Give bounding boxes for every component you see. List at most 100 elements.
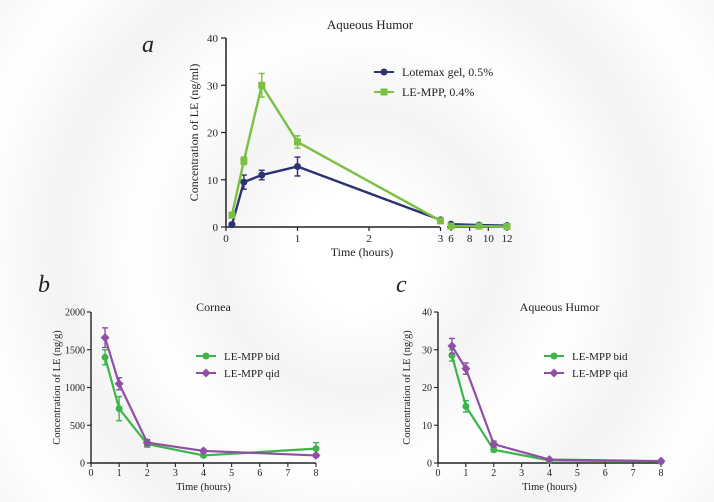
x-tick-label: 8 <box>467 233 473 245</box>
x-tick-label: 5 <box>575 468 580 479</box>
x-tick-label: 6 <box>603 468 608 479</box>
data-point <box>312 445 320 453</box>
x-tick-label: 10 <box>483 233 495 245</box>
data-point <box>101 353 109 361</box>
data-point <box>461 364 471 374</box>
x-tick-label: 7 <box>285 468 290 479</box>
x-tick-label: 3 <box>173 468 178 479</box>
x-tick-label: 1 <box>295 233 301 245</box>
data-point <box>199 446 208 456</box>
x-tick-label: 2 <box>491 468 496 479</box>
legend-swatch-marker <box>550 352 558 360</box>
y-tick-label: 10 <box>422 421 432 432</box>
legend-entry: LE-MPP, 0.4% <box>374 85 474 99</box>
x-tick-label: 5 <box>229 468 234 479</box>
x-tick-label: 4 <box>201 468 206 479</box>
y-axis-label: Concentration of LE (ng/ml) <box>187 64 201 202</box>
y-axis-label: Concentration of LE (ng/g) <box>402 330 413 445</box>
legend-entry: LE-MPP qid <box>196 368 280 380</box>
data-point <box>656 456 666 466</box>
legend-label: Lotemax gel, 0.5% <box>402 65 493 79</box>
data-point <box>142 438 152 448</box>
y-tick-label: 20 <box>422 383 432 394</box>
y-tick-label: 2000 <box>65 308 85 319</box>
series-line <box>451 345 662 463</box>
x-axis-label: Time (hours) <box>176 482 231 493</box>
x-tick-label: 6 <box>448 233 454 245</box>
data-point <box>258 171 266 179</box>
x-tick-label: 1 <box>117 468 122 479</box>
data-point <box>258 81 266 89</box>
data-point <box>545 455 554 465</box>
data-point <box>294 138 301 146</box>
y-tick-label: 500 <box>70 421 85 432</box>
y-tick-label: 0 <box>427 459 432 470</box>
x-tick-label: 8 <box>659 468 664 479</box>
y-tick-label: 0 <box>213 222 219 234</box>
x-axis-label: Time (hours) <box>331 245 394 259</box>
legend-entry: LE-MPP bid <box>196 351 280 363</box>
legend-label: LE-MPP qid <box>224 368 280 380</box>
y-axis-label: Concentration of LE (ng/g) <box>52 330 63 445</box>
data-point <box>490 446 498 454</box>
legend-swatch-marker <box>201 368 211 378</box>
x-tick-label: 8 <box>314 468 319 479</box>
x-tick-label: 4 <box>547 468 552 479</box>
chart-panel-c: c Aqueous Humor 0 10 20 30 40 0 1 2 3 4 5 6 7 8 Time (ho… <box>396 272 666 493</box>
series-le-mpp-0-4- <box>228 72 511 231</box>
chart-title: Aqueous Humor <box>327 17 414 32</box>
y-tick-label: 1500 <box>65 345 85 356</box>
y-tick-label: 1000 <box>65 383 85 394</box>
x-tick-label: 0 <box>89 468 94 479</box>
data-point <box>475 222 483 230</box>
series-lotemax-gel-0-5- <box>228 156 511 230</box>
series-le-mpp-qid <box>100 327 321 460</box>
legend-label: LE-MPP, 0.4% <box>402 85 474 99</box>
data-point <box>503 223 511 231</box>
y-tick-label: 10 <box>207 175 219 187</box>
x-tick-label: 2 <box>145 468 150 479</box>
legend-entry: LE-MPP qid <box>544 368 628 380</box>
legend-swatch-marker <box>380 68 388 76</box>
legend-label: LE-MPP qid <box>572 368 628 380</box>
legend-swatch-marker <box>380 88 388 96</box>
x-axis-label: Time (hours) <box>522 482 577 493</box>
x-tick-label: 0 <box>436 468 441 479</box>
y-tick-label: 40 <box>422 308 432 319</box>
y-tick-label: 20 <box>207 128 219 140</box>
data-point <box>489 439 499 449</box>
data-point <box>294 163 301 171</box>
panel-letter: c <box>396 272 407 298</box>
y-tick-label: 0 <box>80 459 85 470</box>
x-tick-label: 1 <box>463 468 468 479</box>
x-tick-label: 3 <box>519 468 524 479</box>
data-point <box>311 450 321 460</box>
data-point <box>228 211 236 219</box>
data-point <box>114 379 124 389</box>
data-point <box>100 333 110 343</box>
data-point <box>447 341 457 351</box>
data-point <box>200 451 207 459</box>
series-line <box>230 82 442 222</box>
y-tick-label: 30 <box>422 345 432 356</box>
data-point <box>228 221 236 229</box>
x-tick-label: 12 <box>501 233 512 245</box>
legend-entry: Lotemax gel, 0.5% <box>374 65 493 79</box>
data-point <box>462 402 470 410</box>
legend-swatch-marker <box>549 368 559 378</box>
series-le-mpp-qid <box>447 337 666 466</box>
data-point <box>240 178 248 186</box>
x-tick-label: 6 <box>257 468 262 479</box>
chart-title: Aqueous Humor <box>520 300 600 314</box>
panel-letter: b <box>38 272 50 298</box>
data-point <box>437 217 444 225</box>
y-tick-label: 40 <box>207 33 219 45</box>
x-tick-label: 7 <box>631 468 636 479</box>
panel-letter: a <box>142 32 154 58</box>
chart-title: Cornea <box>196 300 231 314</box>
series-le-mpp-bid <box>101 349 320 459</box>
x-tick-label: 3 <box>438 233 444 245</box>
